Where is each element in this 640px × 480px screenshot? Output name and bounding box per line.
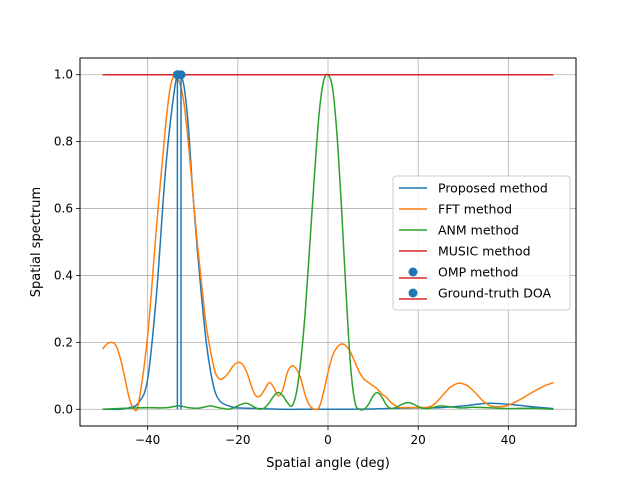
plot-area [101, 70, 554, 412]
series-line-fft-method [101, 73, 554, 412]
y-tick-label: 0.4 [54, 268, 73, 282]
series-line-proposed-method [102, 73, 554, 411]
legend-box [392, 175, 571, 311]
legend-label-ground-truth-doa: Ground-truth DOA [438, 286, 551, 301]
legend-label-music-method: MUSIC method [438, 244, 531, 259]
legend-label-omp-method: OMP method [438, 265, 518, 280]
series-line-anm-method [102, 73, 554, 411]
legend-label-anm-method: ANM method [438, 223, 519, 238]
stem-marker-ground-truth-doa [176, 70, 186, 80]
legend-swatch-omp-method [408, 267, 418, 277]
y-tick-label: 0.0 [54, 402, 73, 416]
y-tick-label: 0.8 [54, 135, 73, 149]
x-tick-label: −40 [135, 433, 160, 447]
legend-label-proposed-method: Proposed method [438, 181, 548, 196]
y-tick-label: 1.0 [54, 68, 73, 82]
y-axis: 0.0 0.2 0.4 0.6 0.8 1.0 [54, 68, 80, 416]
x-tick-label: 40 [501, 433, 516, 447]
x-axis-label: Spatial angle (deg) [266, 456, 390, 471]
x-tick-label: 20 [411, 433, 426, 447]
legend-swatch-ground-truth-doa [408, 288, 418, 298]
y-axis-label: Spatial spectrum [29, 187, 44, 297]
legend: Proposed method FFT method ANM method MUSIC… [392, 175, 571, 311]
y-tick-label: 0.6 [54, 202, 73, 216]
legend-label-fft-method: FFT method [438, 202, 512, 217]
x-axis: −40 −20 0 20 40 [135, 426, 516, 447]
x-tick-label: 0 [324, 433, 332, 447]
y-tick-label: 0.2 [54, 335, 73, 349]
x-tick-label: −20 [225, 433, 250, 447]
